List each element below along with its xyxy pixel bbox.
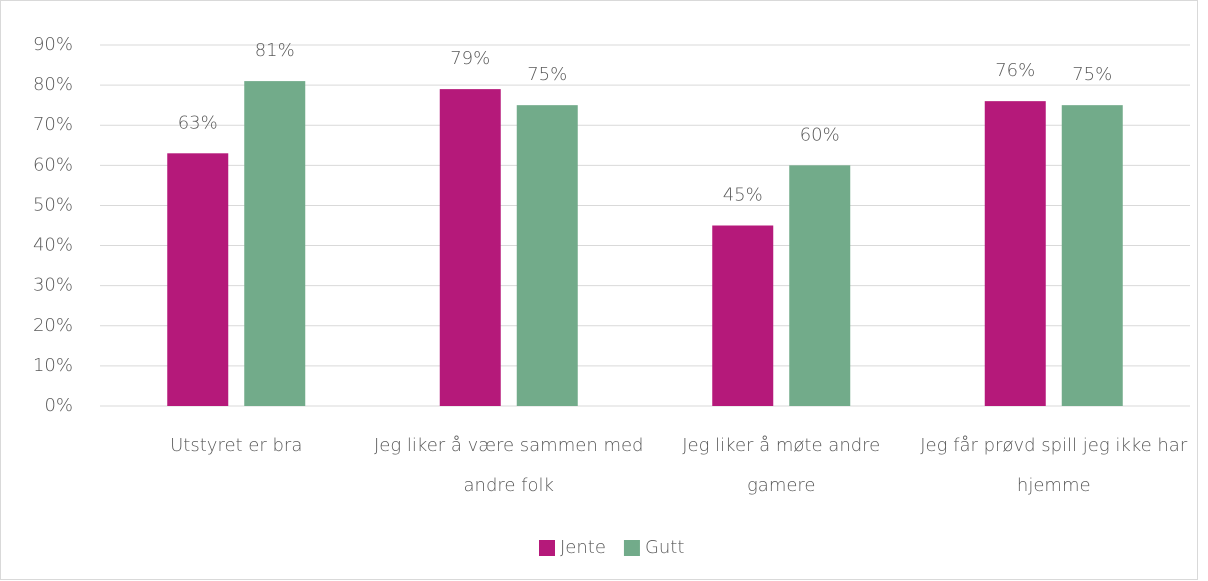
data-label: 63% [178,112,218,133]
bar [1061,105,1123,407]
legend-label: Gutt [645,537,684,558]
data-label: 75% [1072,64,1112,85]
y-tick-label: 70% [33,114,73,135]
y-tick-label: 50% [33,194,73,215]
data-label: 76% [995,60,1035,81]
x-tick-label-box: Utstyret er bra [170,435,303,456]
data-label: 45% [723,185,763,206]
bar [167,153,229,406]
y-tick-label: 40% [33,235,73,256]
y-tick-label: 30% [33,275,73,296]
data-label: 60% [800,124,840,145]
bar [789,165,851,406]
bar [516,105,578,407]
data-label: 75% [527,64,567,85]
y-tick-label: 90% [33,34,73,55]
y-tick-label: 80% [33,74,73,95]
y-tick-label: 0% [44,395,73,416]
data-label: 81% [255,40,295,61]
legend-label: Jente [560,537,606,558]
x-tick-label: Utstyret er bra [170,435,303,456]
y-tick-label: 20% [33,315,73,336]
bar [984,101,1046,407]
x-tick-label-box: Jeg får prøvd spill jeg ikke har hjemme [920,435,1188,496]
x-tick-label-box: Jeg liker å møte andre gamere [682,435,881,496]
x-tick-label: Jeg liker å være sammen med andre folk [374,435,644,496]
x-tick-label-box: Jeg liker å være sammen med andre folk [374,435,644,496]
y-tick-label: 10% [33,355,73,376]
y-tick-label: 60% [33,154,73,175]
legend-swatch [539,540,555,556]
legend-swatch [623,540,640,556]
bar [439,89,501,406]
bar [244,81,306,406]
x-tick-label: Jeg liker å møte andre gamere [682,435,881,496]
bar [712,225,774,406]
x-tick-label: Jeg får prøvd spill jeg ikke har hjemme [920,435,1188,496]
data-label: 79% [450,48,490,69]
